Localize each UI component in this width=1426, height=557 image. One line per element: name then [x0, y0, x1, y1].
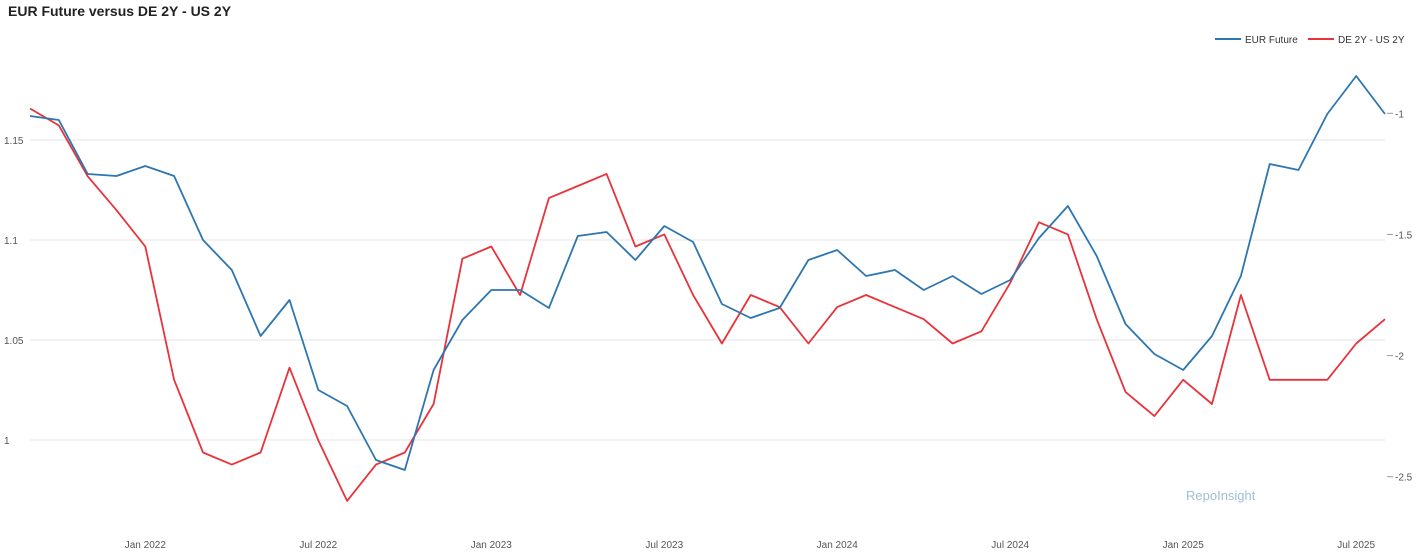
y-right-tick-label: -1.5	[1395, 230, 1413, 241]
y-left-tick-label: 1.1	[4, 236, 18, 247]
x-tick-label: Jul 2023	[645, 540, 683, 551]
x-axis: Jan 2022 Jul 2022 Jan 2023 Jul 2023 Jan 2024…	[125, 540, 1376, 551]
x-tick-label: Jan 2023	[471, 540, 513, 551]
x-tick-label: Jan 2025	[1163, 540, 1205, 551]
y-left-axis: 1 1.05 1.1 1.15	[4, 136, 24, 447]
legend-label: EUR Future	[1245, 35, 1298, 46]
y-right-tick-label: -2	[1395, 352, 1404, 363]
x-tick-label: Jan 2022	[125, 540, 167, 551]
x-tick-label: Jul 2024	[991, 540, 1029, 551]
x-tick-label: Jul 2022	[299, 540, 337, 551]
series-layer	[29, 75, 1386, 502]
x-tick-label: Jan 2024	[817, 540, 859, 551]
y-left-tick-label: 1.15	[4, 136, 24, 147]
series-line	[29, 75, 1386, 471]
y-left-tick-label: 1	[4, 436, 10, 447]
y-right-tick-label: -1	[1395, 109, 1404, 120]
y-right-axis: -1 -1.5 -2 -2.5	[1387, 109, 1413, 484]
y-right-tick-label: -2.5	[1395, 473, 1413, 484]
legend-label: DE 2Y - US 2Y	[1338, 35, 1405, 46]
chart-title: EUR Future versus DE 2Y - US 2Y	[8, 3, 232, 19]
y-left-tick-label: 1.05	[4, 336, 24, 347]
series-line	[29, 107, 1386, 502]
x-tick-label: Jul 2025	[1337, 540, 1375, 551]
watermark-text: RepoInsight	[1186, 488, 1256, 503]
gridlines	[30, 139, 1385, 441]
legend: EUR Future DE 2Y - US 2Y	[1215, 35, 1405, 46]
